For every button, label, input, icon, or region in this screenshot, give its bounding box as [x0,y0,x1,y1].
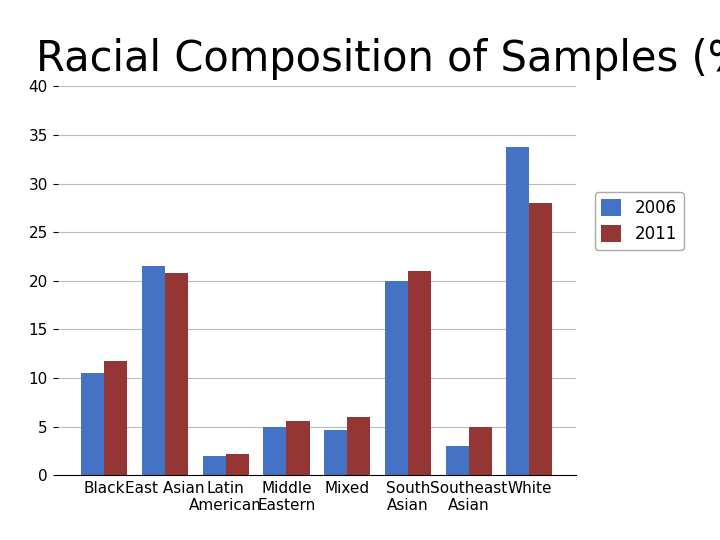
Bar [347,417,370,475]
Bar [104,361,127,475]
Bar [506,147,529,475]
Bar [287,421,310,475]
Bar [529,203,552,475]
Bar [408,271,431,475]
Bar [81,373,104,475]
Bar [225,454,249,475]
Bar [469,427,492,475]
Bar [165,273,188,475]
Text: Racial Composition of Samples (%): Racial Composition of Samples (%) [36,38,720,80]
Legend: 2006, 2011: 2006, 2011 [595,192,684,250]
Bar [142,266,165,475]
Bar [264,427,287,475]
Bar [202,456,225,475]
Bar [384,281,408,475]
Bar [324,429,347,475]
Bar [446,446,469,475]
